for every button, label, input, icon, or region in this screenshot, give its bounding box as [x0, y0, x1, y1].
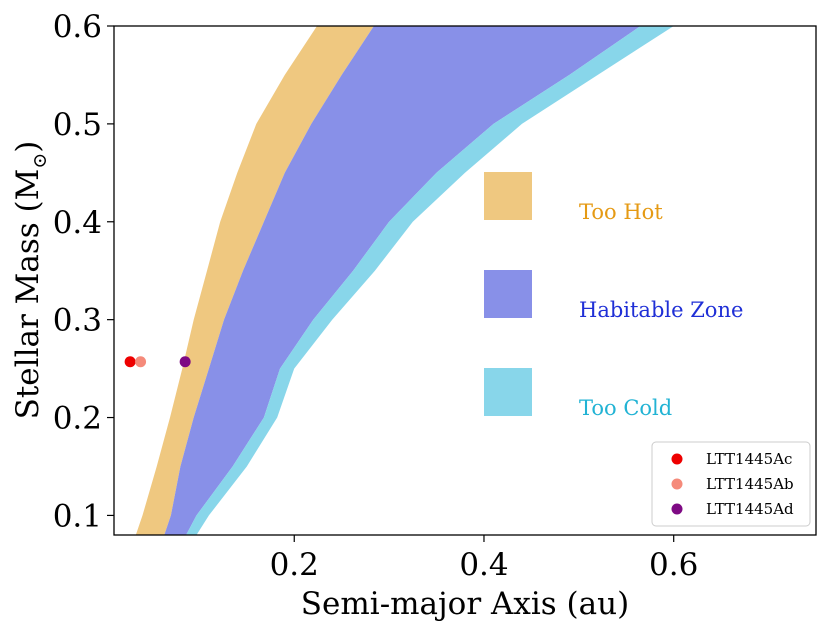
y-axis-ticks: 0.1 0.2 0.3 0.4 0.5 0.6: [53, 9, 114, 534]
zone-swatch-too-hot: [484, 172, 532, 220]
y-axis-label-main: Stellar Mass (M: [10, 169, 46, 420]
planet-legend-frame: [651, 441, 811, 527]
x-tick-label: 0.6: [649, 547, 698, 583]
y-tick-label: 0.6: [53, 9, 102, 45]
zone-swatch-too-cold: [484, 368, 532, 416]
planet-point-ltt1445ad: [179, 356, 191, 368]
legend-label-ltt1445ab: LTT1445Ab: [706, 475, 794, 493]
y-tick-label: 0.2: [53, 401, 102, 437]
y-tick-label: 0.5: [53, 107, 102, 143]
zone-legend: Too Hot Habitable Zone Too Cold: [484, 172, 743, 420]
legend-marker-ltt1445ab: [671, 478, 683, 490]
zone-label-too-cold: Too Cold: [579, 396, 672, 420]
y-tick-label: 0.1: [53, 498, 102, 534]
legend-label-ltt1445ac: LTT1445Ac: [706, 450, 792, 468]
legend-marker-ltt1445ad: [671, 503, 683, 515]
x-axis-label: Semi-major Axis (au): [301, 586, 629, 622]
area-too-hot: [135, 26, 374, 535]
y-axis-label: Stellar Mass (M⊙): [10, 141, 51, 420]
x-axis-ticks: 0.2 0.4 0.6: [270, 535, 698, 583]
x-tick-label: 0.2: [270, 547, 319, 583]
y-axis-label-close: ): [10, 141, 46, 153]
y-tick-label: 0.4: [53, 205, 102, 241]
legend-marker-ltt1445ac: [671, 453, 683, 465]
x-tick-label: 0.4: [459, 547, 508, 583]
y-axis-label-sun-symbol: ⊙: [29, 153, 51, 169]
zone-areas: [135, 26, 674, 535]
planet-legend: LTT1445Ac LTT1445Ab LTT1445Ad: [651, 441, 811, 527]
area-habitable-zone: [164, 26, 641, 535]
zone-label-too-hot: Too Hot: [579, 200, 663, 224]
planet-point-ltt1445ac: [124, 356, 136, 368]
planet-markers: [124, 356, 191, 368]
zone-swatch-habitable-zone: [484, 270, 532, 318]
legend-label-ltt1445ad: LTT1445Ad: [706, 500, 794, 518]
planet-point-ltt1445ab: [135, 356, 147, 368]
zone-label-habitable-zone: Habitable Zone: [579, 298, 743, 322]
y-tick-label: 0.3: [53, 303, 102, 339]
plot-frame: [113, 25, 817, 536]
